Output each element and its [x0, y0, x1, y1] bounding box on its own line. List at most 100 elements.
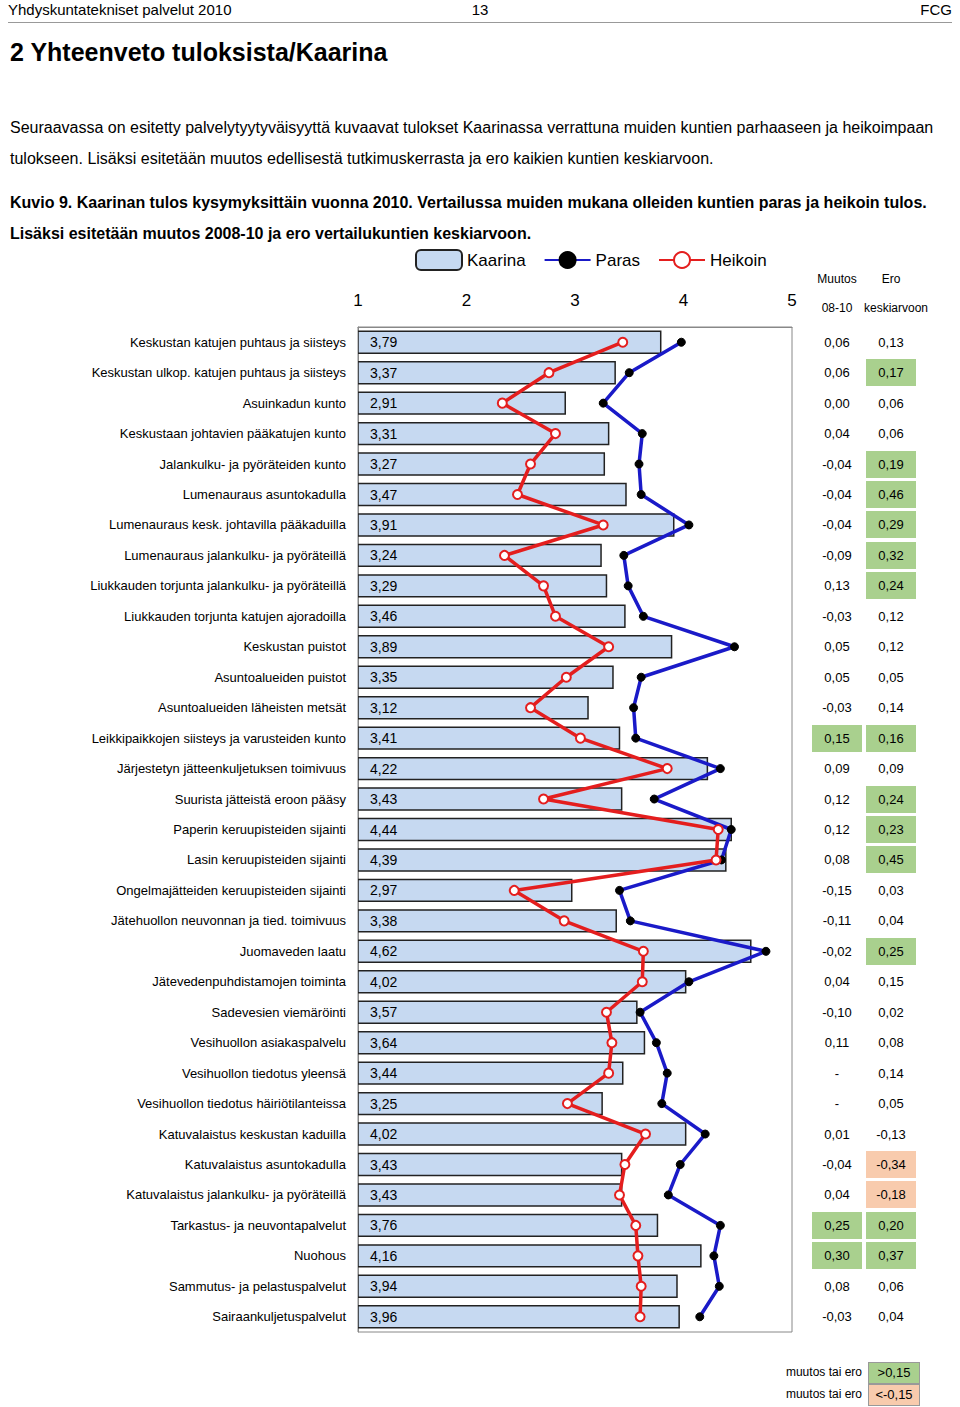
- html-text:0,12: 0,12: [878, 608, 904, 624]
- html-text:-0,04: -0,04: [822, 456, 852, 472]
- svg-text:Paras: Paras: [596, 251, 640, 270]
- svg-text:Jätevedenpuhdistamojen toimint: Jätevedenpuhdistamojen toiminta: [152, 974, 346, 989]
- svg-text:4: 4: [679, 291, 688, 310]
- svg-text:3,29: 3,29: [370, 578, 397, 594]
- html-text:0,32: 0,32: [878, 547, 904, 563]
- svg-text:Katuvalaistus jalankulku- ja p: Katuvalaistus jalankulku- ja pyöräteillä: [126, 1187, 346, 1202]
- svg-text:3,43: 3,43: [370, 791, 397, 807]
- svg-text:4,16: 4,16: [370, 1248, 397, 1264]
- svg-text:4,02: 4,02: [370, 974, 397, 990]
- html-text:-0,03: -0,03: [822, 608, 852, 624]
- svg-text:3,79: 3,79: [370, 334, 397, 350]
- svg-text:Vesihuollon tiedotus yleensä: Vesihuollon tiedotus yleensä: [182, 1066, 347, 1081]
- svg-text:5: 5: [787, 291, 796, 310]
- html-text:0,05: 0,05: [824, 639, 850, 655]
- svg-text:3,38: 3,38: [370, 913, 397, 929]
- html-text:Kuvio 9. Kaarinan tulos kysymy: Kuvio 9. Kaarinan tulos kysymyksittäin v…: [10, 194, 927, 242]
- html-text:13: 13: [471, 1, 489, 18]
- svg-text:Vesihuollon asiakaspalvelu: Vesihuollon asiakaspalvelu: [191, 1035, 346, 1050]
- html-text:-0,09: -0,09: [822, 547, 852, 563]
- svg-text:Keskustan puistot: Keskustan puistot: [243, 639, 346, 654]
- html-text:Seuraavassa on esitetty palvel: Seuraavassa on esitetty palvelytyytyväis…: [10, 119, 934, 167]
- svg-text:Jätehuollon neuvonnan ja tied.: Jätehuollon neuvonnan ja tied. toimivuus: [111, 913, 346, 928]
- svg-text:3,47: 3,47: [370, 487, 397, 503]
- svg-text:Asuinkadun kunto: Asuinkadun kunto: [243, 396, 346, 411]
- svg-text:3,25: 3,25: [370, 1096, 397, 1112]
- html-text:0,19: 0,19: [878, 456, 904, 472]
- svg-text:Nuohous: Nuohous: [294, 1248, 347, 1263]
- svg-text:Ongelmajätteiden keruupisteide: Ongelmajätteiden keruupisteiden sijainti: [116, 883, 346, 898]
- svg-text:Heikoin: Heikoin: [710, 251, 767, 270]
- svg-text:Sairaankuljetuspalvelut: Sairaankuljetuspalvelut: [212, 1309, 346, 1324]
- html-text:0,06: 0,06: [878, 426, 904, 442]
- svg-text:3,46: 3,46: [370, 608, 397, 624]
- svg-text:3,43: 3,43: [370, 1187, 397, 1203]
- svg-text:4,22: 4,22: [370, 761, 397, 777]
- svg-text:3,76: 3,76: [370, 1217, 397, 1233]
- svg-text:Sammutus- ja pelastuspalvelut: Sammutus- ja pelastuspalvelut: [169, 1279, 346, 1294]
- svg-text:3,57: 3,57: [370, 1004, 397, 1020]
- html-text:0,06: 0,06: [878, 395, 904, 411]
- svg-text:3,12: 3,12: [370, 700, 397, 716]
- html-text:0,24: 0,24: [878, 578, 904, 594]
- html-text:0,04: 0,04: [824, 426, 850, 442]
- svg-text:Jalankulku- ja pyöräteiden kun: Jalankulku- ja pyöräteiden kunto: [160, 457, 346, 472]
- html-text:FCG: FCG: [920, 1, 952, 18]
- svg-text:Järjestetyn jätteenkuljetuksen: Järjestetyn jätteenkuljetuksen toimivuus: [117, 761, 347, 776]
- svg-text:3,24: 3,24: [370, 547, 397, 563]
- svg-text:4,44: 4,44: [370, 822, 397, 838]
- svg-text:Juomaveden laatu: Juomaveden laatu: [240, 944, 346, 959]
- html-text:2 Yhteenveto tuloksista/Kaarin: 2 Yhteenveto tuloksista/Kaarina: [10, 38, 388, 66]
- svg-text:3,43: 3,43: [370, 1157, 397, 1173]
- html-text:0,12: 0,12: [878, 639, 904, 655]
- svg-text:3,35: 3,35: [370, 669, 397, 685]
- svg-text:3,96: 3,96: [370, 1309, 397, 1325]
- svg-text:Lasin keruupisteiden sijainti: Lasin keruupisteiden sijainti: [187, 852, 346, 867]
- html-text:0,13: 0,13: [824, 578, 850, 594]
- svg-text:Keskustan katujen puhtaus ja s: Keskustan katujen puhtaus ja siisteys: [130, 335, 347, 350]
- svg-text:Lumenauraus asuntokadulla: Lumenauraus asuntokadulla: [183, 487, 347, 502]
- svg-text:3,27: 3,27: [370, 456, 397, 472]
- svg-text:Liukkauden torjunta jalankulku: Liukkauden torjunta jalankulku- ja pyörä…: [90, 578, 347, 593]
- svg-text:Keskustaan johtavien pääkatuje: Keskustaan johtavien pääkatujen kunto: [120, 426, 346, 441]
- svg-text:3,64: 3,64: [370, 1035, 397, 1051]
- svg-text:Tarkastus- ja neuvontapalvelut: Tarkastus- ja neuvontapalvelut: [170, 1218, 346, 1233]
- svg-text:4,02: 4,02: [370, 1126, 397, 1142]
- html-text:0,06: 0,06: [824, 334, 850, 350]
- svg-text:Lumenauraus kesk. johtavilla p: Lumenauraus kesk. johtavilla pääkaduilla: [109, 517, 347, 532]
- svg-text:Katuvalaistus keskustan kaduil: Katuvalaistus keskustan kaduilla: [159, 1127, 347, 1142]
- svg-text:Sadevesien viemäröinti: Sadevesien viemäröinti: [212, 1005, 347, 1020]
- svg-text:2,91: 2,91: [370, 395, 397, 411]
- svg-text:Kaarina: Kaarina: [467, 251, 526, 270]
- html-text:0,00: 0,00: [824, 395, 850, 411]
- svg-text:Suurista jätteistä eroon pääsy: Suurista jätteistä eroon pääsy: [175, 792, 347, 807]
- svg-text:4,39: 4,39: [370, 852, 397, 868]
- svg-text:Paperin keruupisteiden sijaint: Paperin keruupisteiden sijainti: [173, 822, 346, 837]
- svg-text:Katuvalaistus asuntokadulla: Katuvalaistus asuntokadulla: [185, 1157, 347, 1172]
- svg-text:3,37: 3,37: [370, 365, 397, 381]
- svg-text:3,89: 3,89: [370, 639, 397, 655]
- svg-text:1: 1: [353, 291, 362, 310]
- svg-text:Vesihuollon tiedotus häiriötil: Vesihuollon tiedotus häiriötilanteissa: [137, 1096, 347, 1111]
- svg-text:Keskustan ulkop. katujen puhta: Keskustan ulkop. katujen puhtaus ja siis…: [92, 365, 347, 380]
- svg-text:3,41: 3,41: [370, 730, 397, 746]
- svg-text:Liukkauden torjunta katujen aj: Liukkauden torjunta katujen ajoradoilla: [124, 609, 347, 624]
- svg-text:Lumenauraus jalankulku- ja pyö: Lumenauraus jalankulku- ja pyöräteillä: [124, 548, 347, 563]
- svg-text:3,91: 3,91: [370, 517, 397, 533]
- svg-text:Asuntoalueiden puistot: Asuntoalueiden puistot: [214, 670, 346, 685]
- svg-text:Asuntoalueiden läheisten metsä: Asuntoalueiden läheisten metsät: [158, 700, 346, 715]
- svg-text:2,97: 2,97: [370, 882, 397, 898]
- html-text:Yhdyskuntatekniset palvelut 20: Yhdyskuntatekniset palvelut 2010: [8, 1, 232, 18]
- svg-text:3,94: 3,94: [370, 1278, 397, 1294]
- svg-text:3,31: 3,31: [370, 426, 397, 442]
- svg-text:3: 3: [570, 291, 579, 310]
- html-text:0,29: 0,29: [878, 517, 904, 533]
- svg-text:4,62: 4,62: [370, 943, 397, 959]
- html-text:0,06: 0,06: [824, 365, 850, 381]
- html-text:0,17: 0,17: [878, 365, 904, 381]
- svg-text:3,44: 3,44: [370, 1065, 397, 1081]
- html-text:-0,04: -0,04: [822, 517, 852, 533]
- svg-text:2: 2: [462, 291, 471, 310]
- html-text:0,13: 0,13: [878, 334, 904, 350]
- svg-text:Leikkipaikkojen siisteys ja va: Leikkipaikkojen siisteys ja varusteiden …: [92, 731, 346, 746]
